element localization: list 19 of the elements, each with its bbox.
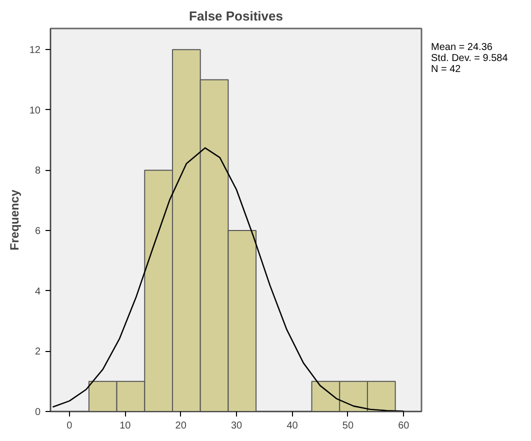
x-tick-label: 0 [66, 420, 73, 432]
y-tick-label: 0 [34, 407, 41, 418]
y-axis-title: Frequency [7, 189, 22, 250]
y-tick-label: 4 [34, 286, 41, 298]
text: Std. Dev. = 9.584 [431, 53, 508, 64]
text: N = 42 [431, 64, 461, 75]
y-tick-label: 8 [34, 166, 41, 177]
x-tick-label: 30 [230, 420, 243, 432]
text: Mean = 24.36 [431, 42, 492, 53]
x-tick-label: 20 [175, 420, 187, 432]
chart-title: False Positives [189, 8, 283, 24]
y-tick-label: 12 [29, 45, 41, 56]
x-tick-label: 50 [342, 420, 354, 432]
x-tick-label: 40 [286, 420, 298, 432]
x-tick-label: 60 [398, 420, 410, 432]
y-tick-label: 2 [34, 346, 41, 358]
y-tick-label: 10 [29, 105, 41, 116]
x-tick-label: 10 [120, 420, 132, 432]
y-tick-label: 6 [34, 226, 41, 238]
